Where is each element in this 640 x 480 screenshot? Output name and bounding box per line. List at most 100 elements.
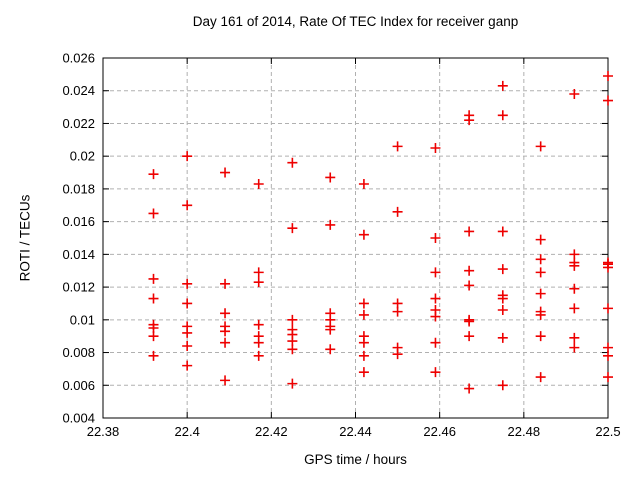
data-point-marker [430,293,441,304]
data-point-marker [148,208,159,219]
data-point-marker [430,311,441,322]
data-point-marker [220,326,231,337]
data-point-marker [325,324,336,335]
data-point-marker [253,319,264,330]
data-point-marker [464,115,475,126]
data-point-marker [535,267,546,278]
y-tick-label: 0.02 [70,149,95,164]
data-point-marker [220,167,231,178]
data-point-marker [325,172,336,183]
data-point-marker [464,331,475,342]
data-point-marker [464,316,475,327]
data-point-marker [430,233,441,243]
y-tick-label: 0.022 [62,116,95,131]
data-point-marker [358,309,369,320]
data-point-marker [287,344,298,355]
x-axis-label: GPS time / hours [304,452,407,467]
data-point-marker [253,179,264,189]
chart-title: Day 161 of 2014, Rate Of TEC Index for r… [192,14,519,29]
data-point-marker [569,342,580,353]
data-point-marker [287,314,298,325]
data-point-marker [569,260,580,271]
x-tick-label: 22.5 [595,424,620,439]
data-point-marker [287,223,298,234]
data-point-marker [182,200,193,211]
data-point-marker [603,350,613,361]
data-point-marker [464,226,475,237]
data-point-marker [430,143,441,153]
data-point-marker [220,337,231,348]
data-point-marker [287,378,298,389]
data-point-marker [358,179,369,189]
data-point-marker [220,375,231,386]
x-tick-label: 22.48 [508,424,541,439]
x-tick-label: 22.4 [175,424,200,439]
data-point-marker [497,226,508,237]
data-point-marker [535,254,546,265]
data-point-marker [148,169,159,180]
data-point-marker [392,141,403,152]
y-tick-label: 0.016 [62,214,95,229]
data-point-marker [253,277,264,288]
data-point-marker [325,219,336,230]
data-point-marker [535,309,546,320]
data-point-marker [603,303,613,314]
data-point-marker [497,110,508,121]
data-point-marker [182,151,193,162]
data-point-marker [535,141,546,152]
data-point-marker [392,206,403,217]
data-point-marker [358,229,369,240]
data-point-marker [535,331,546,342]
data-point-marker [430,267,441,278]
data-point-marker [497,264,508,275]
data-point-marker [569,89,580,99]
y-tick-label: 0.026 [62,51,95,66]
data-point-marker [253,350,264,361]
x-tick-label: 22.44 [339,424,372,439]
data-point-marker [464,383,475,394]
data-point-marker [497,293,508,304]
data-point-marker [358,350,369,361]
data-point-marker [569,303,580,314]
data-point-marker [430,337,441,348]
data-point-marker [182,360,193,371]
y-tick-label: 0.008 [62,345,95,360]
x-tick-label: 22.38 [87,424,120,439]
data-point-marker [603,71,613,81]
data-point-marker [148,350,159,361]
data-point-marker [497,332,508,343]
data-point-marker [358,298,369,309]
y-tick-label: 0.004 [62,411,95,426]
data-point-marker [358,367,369,378]
y-tick-label: 0.006 [62,378,95,393]
data-point-marker [253,337,264,348]
data-point-marker [325,344,336,355]
data-point-marker [603,372,613,383]
y-tick-label: 0.01 [70,312,95,327]
x-tick-label: 22.46 [423,424,456,439]
data-point-marker [535,372,546,383]
data-point-marker [497,380,508,391]
y-tick-label: 0.018 [62,181,95,196]
data-point-marker [535,288,546,299]
data-point-marker [358,337,369,348]
data-point-marker [392,349,403,360]
data-point-marker [182,327,193,338]
data-point-marker [148,331,159,342]
data-point-marker [182,278,193,289]
data-point-marker [430,367,441,378]
data-point-marker [220,278,231,289]
data-point-marker [603,95,613,106]
data-point-marker [182,341,193,351]
data-point-marker [603,262,613,273]
data-point-marker [148,293,159,304]
plot-border [102,57,609,419]
y-tick-label: 0.012 [62,280,95,295]
x-tick-label: 22.42 [255,424,288,439]
data-point-marker [535,234,546,245]
data-point-marker [392,306,403,317]
data-point-marker [464,280,475,291]
data-point-marker [220,308,231,319]
